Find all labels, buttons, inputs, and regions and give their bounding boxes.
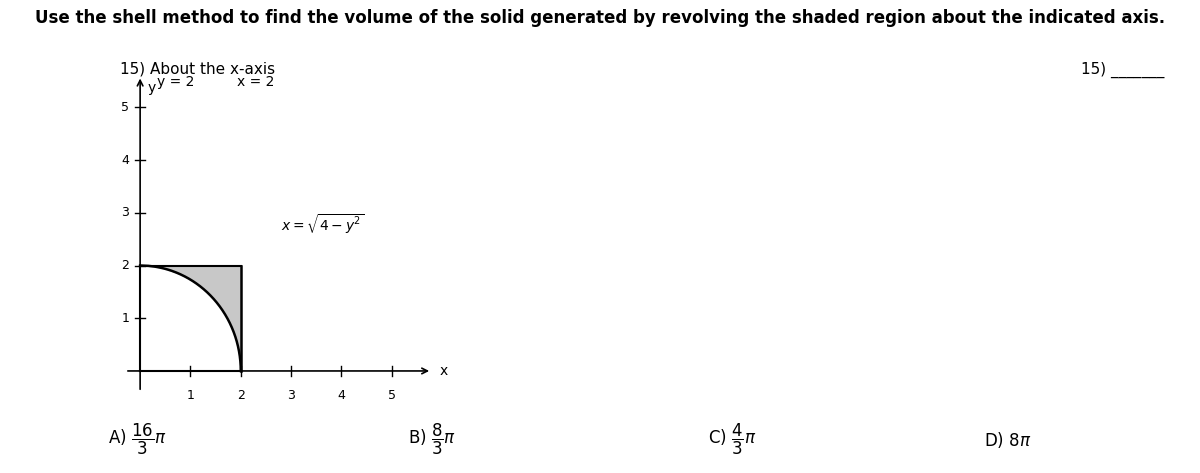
- Text: C) $\dfrac{4}{3}\pi$: C) $\dfrac{4}{3}\pi$: [708, 422, 756, 457]
- Text: 5: 5: [388, 389, 396, 403]
- Text: y: y: [148, 81, 156, 95]
- Text: x = 2: x = 2: [238, 75, 275, 89]
- Text: 2: 2: [236, 389, 245, 403]
- Text: D) $8\pi$: D) $8\pi$: [984, 430, 1031, 450]
- Text: 5: 5: [121, 101, 130, 114]
- Text: 3: 3: [287, 389, 295, 403]
- Text: 15) About the x-axis: 15) About the x-axis: [120, 61, 275, 77]
- Text: Use the shell method to find the volume of the solid generated by revolving the : Use the shell method to find the volume …: [35, 9, 1165, 27]
- Text: y = 2: y = 2: [157, 75, 194, 89]
- Text: 4: 4: [337, 389, 346, 403]
- Text: $x = \sqrt{4 - y^{2}}$: $x = \sqrt{4 - y^{2}}$: [281, 213, 365, 236]
- Text: 3: 3: [121, 206, 130, 219]
- Text: 2: 2: [121, 259, 130, 272]
- Text: A) $\dfrac{16}{3}\pi$: A) $\dfrac{16}{3}\pi$: [108, 422, 167, 457]
- Text: 15) _______: 15) _______: [1081, 61, 1164, 78]
- Text: x: x: [439, 364, 448, 378]
- Text: 1: 1: [121, 312, 130, 325]
- Text: 1: 1: [186, 389, 194, 403]
- Text: B) $\dfrac{8}{3}\pi$: B) $\dfrac{8}{3}\pi$: [408, 422, 456, 457]
- Text: 4: 4: [121, 154, 130, 166]
